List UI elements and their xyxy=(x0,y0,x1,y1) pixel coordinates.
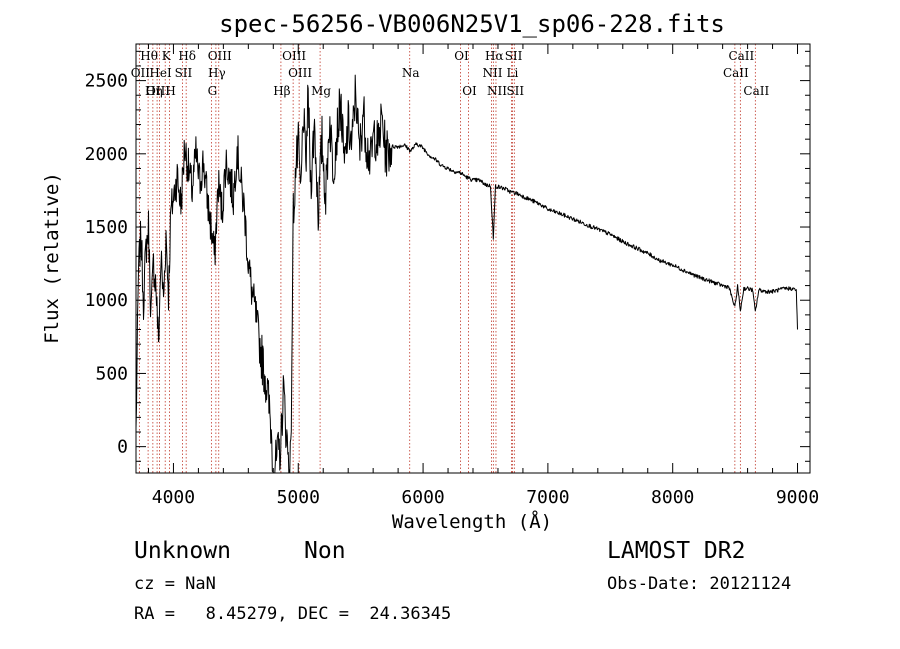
line-label: SII xyxy=(175,66,193,80)
spectral-subclass: Non xyxy=(304,538,346,564)
line-label: SII xyxy=(506,84,524,98)
line-label: OIII xyxy=(208,49,232,63)
line-label: Hγ xyxy=(208,66,226,80)
line-markers xyxy=(138,44,756,473)
spectrum-line xyxy=(135,74,798,474)
spectrum-series xyxy=(135,74,798,474)
spectral-class: Unknown xyxy=(134,538,231,564)
y-tick-label: 1500 xyxy=(85,217,128,238)
x-tick-label: 8000 xyxy=(651,487,694,508)
line-label: CaII xyxy=(743,84,769,98)
y-tick-label: 500 xyxy=(95,363,128,384)
line-label: Hβ xyxy=(273,84,290,98)
x-tick-label: 9000 xyxy=(776,487,819,508)
line-label: Hη xyxy=(145,84,163,98)
line-label: Mg xyxy=(311,84,331,98)
obs-date-text: Obs-Date: 20121124 xyxy=(607,574,792,594)
x-tick-label: 6000 xyxy=(401,487,444,508)
line-label: HeI xyxy=(149,66,172,80)
line-label: H xyxy=(165,84,175,98)
line-label: NII xyxy=(482,66,502,80)
x-tick-label: 7000 xyxy=(526,487,569,508)
line-label: OI xyxy=(462,84,477,98)
coordinates-text: RA = 8.45279, DEC = 24.36345 xyxy=(134,604,452,624)
survey-name: LAMOST DR2 xyxy=(607,538,746,564)
line-label: K xyxy=(162,49,172,63)
y-tick-label: 2500 xyxy=(85,71,128,92)
line-label: G xyxy=(208,84,218,98)
x-axis-label: Wavelength (Å) xyxy=(392,510,552,533)
y-tick-label: 0 xyxy=(117,437,128,458)
line-label: Hα xyxy=(485,49,504,63)
line-label: Na xyxy=(402,66,420,80)
plot-frame xyxy=(135,43,811,474)
x-tick-label: 4000 xyxy=(152,487,195,508)
y-tick-label: 1000 xyxy=(85,290,128,311)
y-tick-label: 2000 xyxy=(85,144,128,165)
x-axis-ticks: 4000 5000 6000 7000 8000 9000 xyxy=(147,44,819,508)
line-label: Li xyxy=(507,66,519,80)
line-label: OIII xyxy=(282,49,306,63)
line-label: Hδ xyxy=(178,49,196,63)
line-label: SII xyxy=(505,49,523,63)
line-label: OI xyxy=(454,49,469,63)
line-label: CaII xyxy=(728,49,754,63)
line-label: OII xyxy=(131,66,151,80)
line-label: OIII xyxy=(146,84,170,98)
x-tick-label: 5000 xyxy=(277,487,320,508)
line-label: OIII xyxy=(288,66,312,80)
line-label: Hθ xyxy=(140,49,158,63)
redshift-text: cz = NaN xyxy=(134,574,216,594)
line-label: NII xyxy=(487,84,507,98)
y-axis-label: Flux (relative) xyxy=(41,172,63,344)
chart-title: spec-56256-VB006N25V1_sp06-228.fits xyxy=(219,10,725,38)
line-label: CaII xyxy=(723,66,749,80)
y-axis-ticks: 0 500 1000 1500 2000 2500 xyxy=(85,50,810,462)
